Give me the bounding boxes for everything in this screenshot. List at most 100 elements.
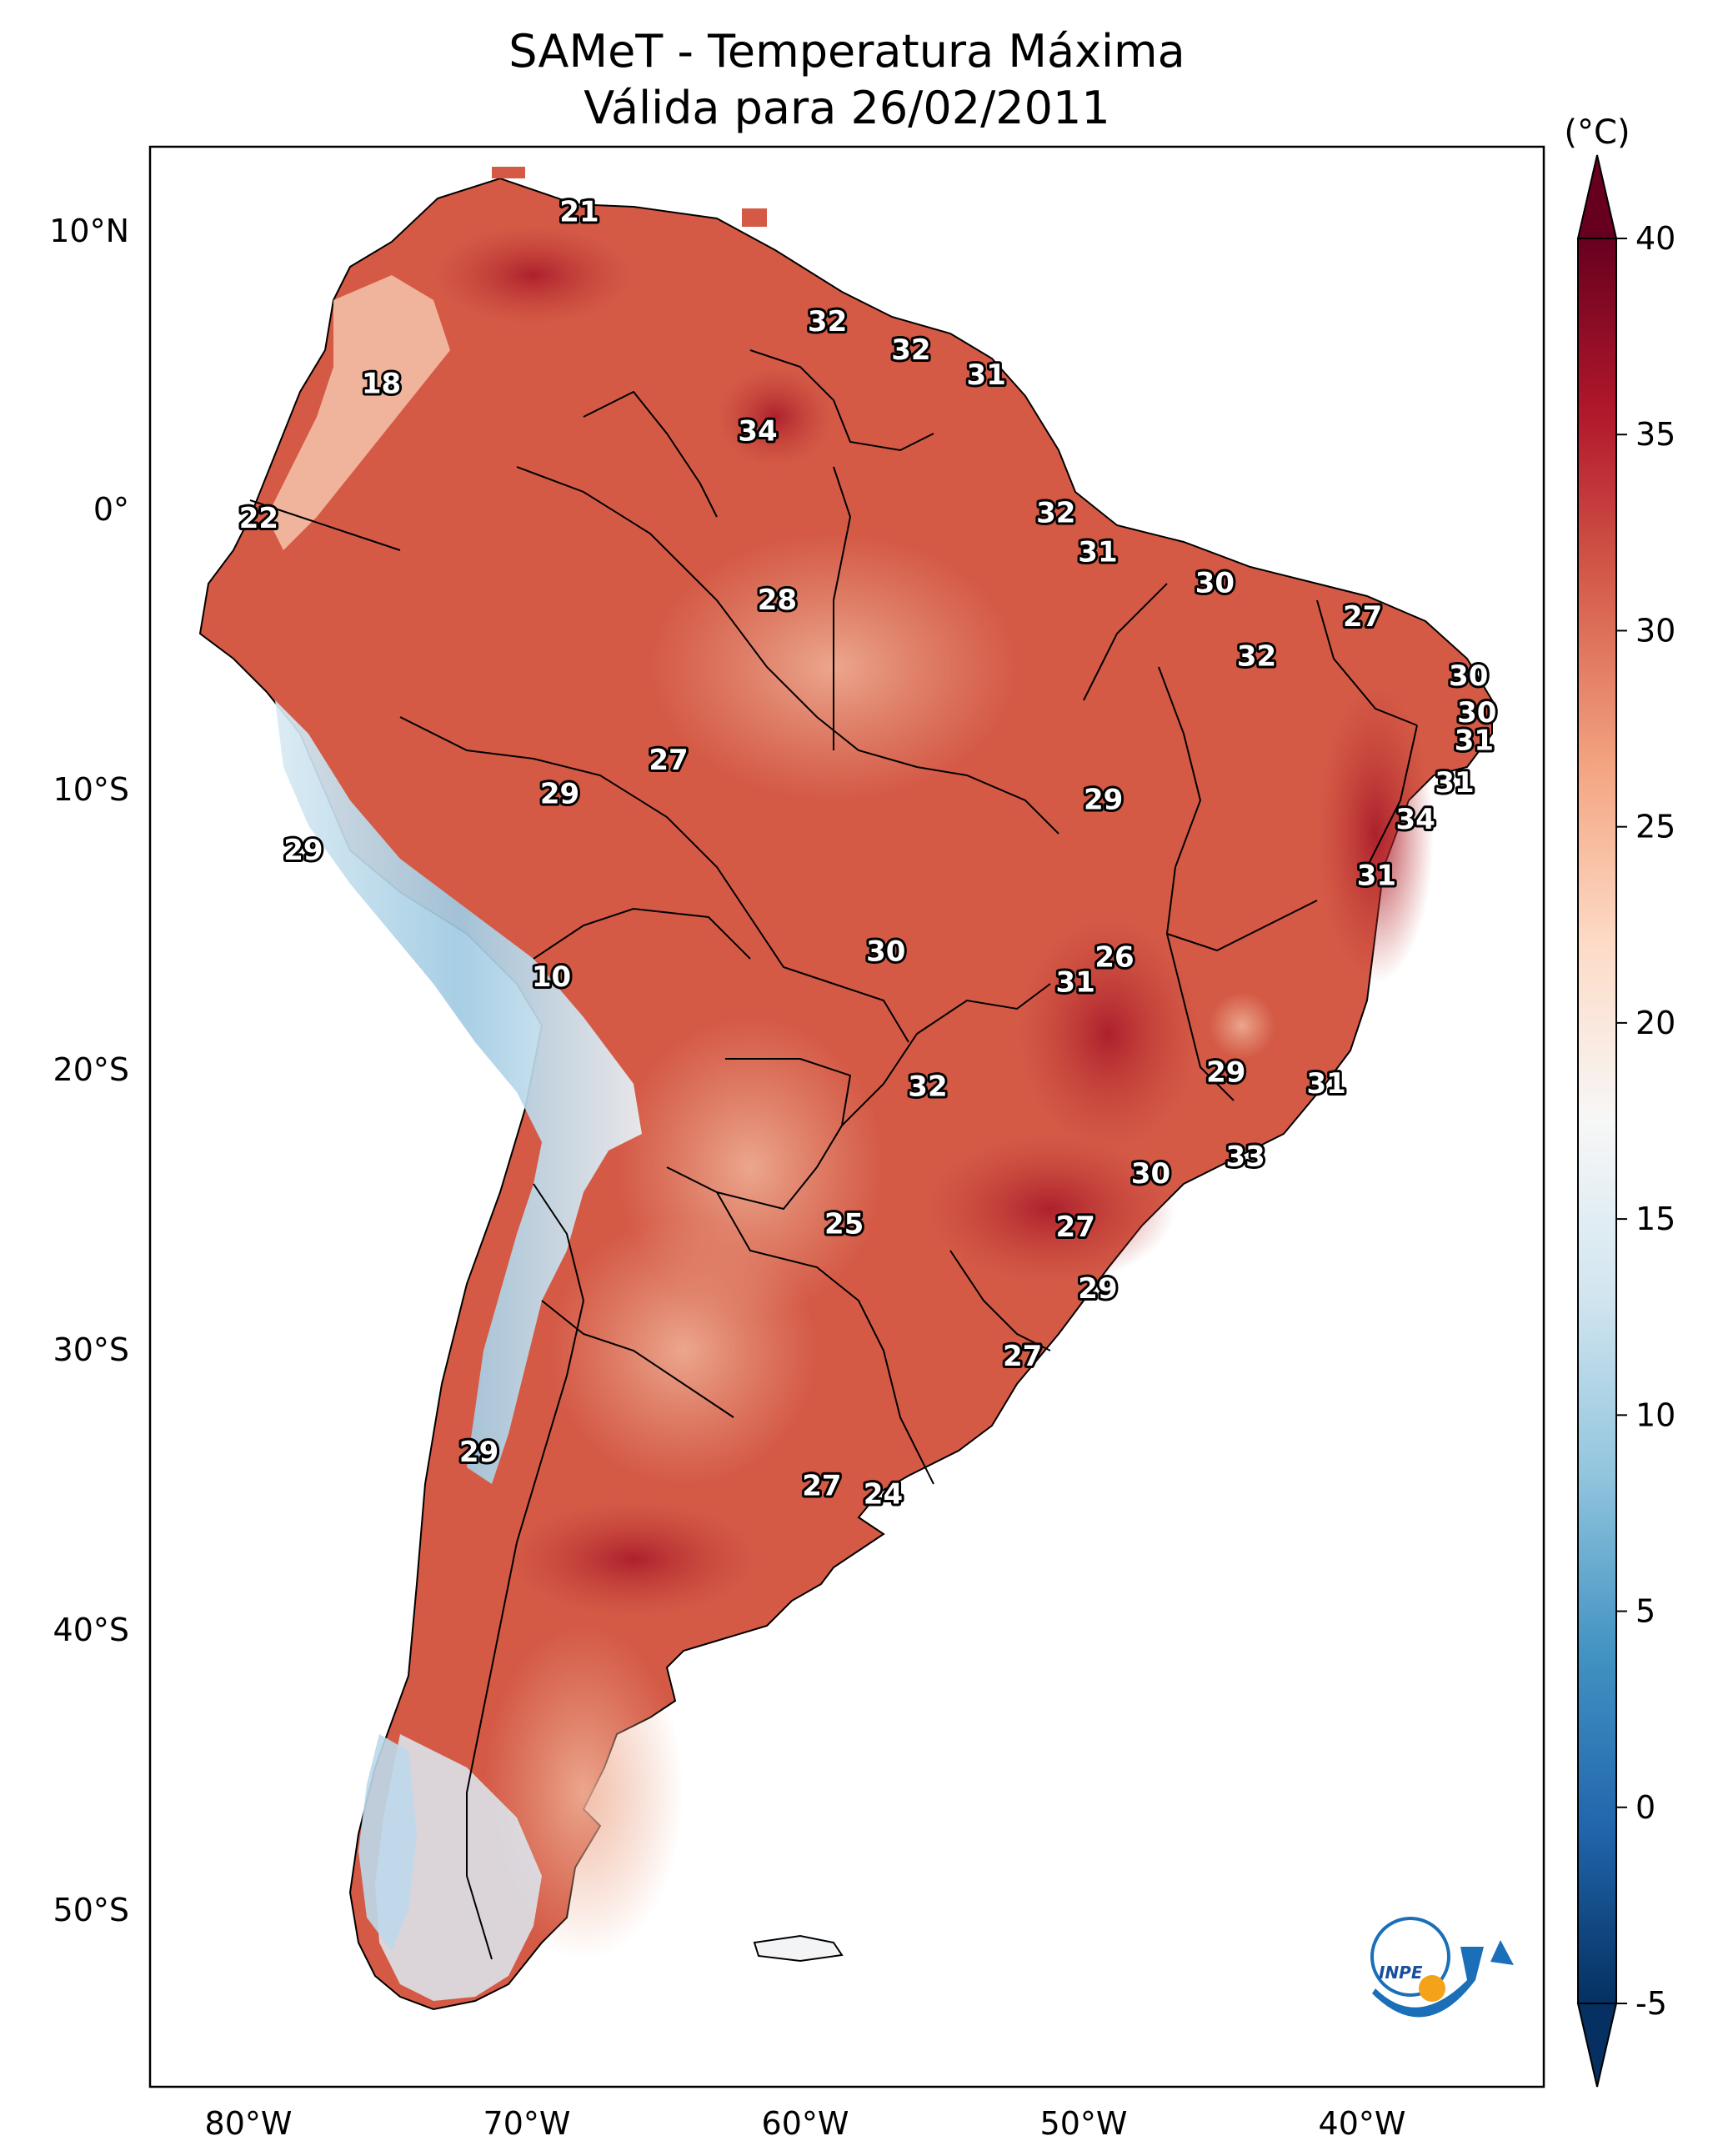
- colorbar-bar: [1577, 238, 1617, 2004]
- city-temperature-label: 30: [1131, 1157, 1170, 1191]
- colorbar-tick-label: 35: [1635, 416, 1675, 453]
- city-temperature-label: 25: [824, 1208, 864, 1241]
- land-layer: [198, 167, 1493, 2011]
- lon-label: 80°W: [205, 2105, 293, 2142]
- hot-zone: [925, 1134, 1175, 1284]
- hot-zone: [1017, 917, 1200, 1151]
- lat-label: 10°S: [53, 771, 129, 808]
- lat-label: 20°S: [53, 1051, 129, 1088]
- border: [466, 1183, 585, 1960]
- border: [716, 1191, 934, 1485]
- city-temperature-label: 32: [891, 333, 930, 367]
- inpe-logo: INPE: [1370, 1917, 1514, 2018]
- city-temperature-label: 30: [1195, 567, 1235, 600]
- border: [541, 1300, 734, 1418]
- border: [1166, 933, 1235, 1101]
- warm-zone: [550, 1217, 817, 1484]
- title-line-1: SAMeT - Temperatura Máxima: [508, 25, 1185, 78]
- city-temperature-label: 18: [362, 367, 401, 400]
- lat-label: 40°S: [53, 1612, 129, 1648]
- city-temperature-label: 29: [459, 1436, 498, 1469]
- border: [1316, 599, 1418, 726]
- island: [492, 167, 525, 178]
- colorbar-min-arrow: [1576, 2003, 1618, 2088]
- city-temperature-label: 31: [1307, 1067, 1346, 1101]
- city-temperature-label: 31: [1357, 859, 1396, 892]
- colorbar-tick-label: 10: [1635, 1396, 1675, 1433]
- city-temperature-label: 29: [1084, 783, 1123, 816]
- border: [583, 390, 718, 518]
- lat-label: 50°S: [53, 1892, 129, 1928]
- hot-zone: [717, 367, 834, 467]
- logo-dot: [1419, 1975, 1445, 2002]
- border: [833, 466, 852, 750]
- border: [949, 1250, 1051, 1351]
- lat-label: 30°S: [53, 1331, 129, 1368]
- city-temperature-label: 27: [649, 744, 688, 777]
- colorbar-tick-label: 25: [1635, 809, 1675, 845]
- colorbar-unit: (°C): [1564, 113, 1630, 152]
- logo-arrow-icon: [1490, 1940, 1514, 1965]
- border: [666, 1058, 852, 1211]
- city-temperature-label: 31: [1056, 966, 1095, 1000]
- lat-label: 0°: [93, 491, 129, 528]
- city-temperature-label: 28: [758, 584, 797, 617]
- city-temperature-label: 32: [808, 305, 847, 338]
- city-temperature-label: 31: [1435, 766, 1474, 800]
- city-temperature-label: 29: [1206, 1056, 1245, 1090]
- colorbar-tick-label: 30: [1635, 612, 1675, 649]
- city-temperature-label: 27: [1003, 1340, 1042, 1373]
- lon-label: 70°W: [483, 2105, 571, 2142]
- city-temperature-label: 27: [1056, 1211, 1095, 1244]
- city-temperature-label: 31: [967, 358, 1006, 392]
- colorbar-ticks: 40 35 30 25 20 15 10 5 0 -5: [1616, 220, 1675, 2022]
- border: [516, 466, 1059, 835]
- lon-label: 60°W: [762, 2105, 849, 2142]
- city-temperature-label: 29: [540, 778, 579, 811]
- hot-zone: [508, 1501, 759, 1617]
- colorbar-max-arrow: [1576, 154, 1618, 239]
- hot-zone: [433, 225, 634, 325]
- city-temperature-label: 30: [1449, 659, 1488, 693]
- colorbar-tick-label: 5: [1635, 1593, 1655, 1630]
- southern-chile-coast: [358, 1734, 417, 1951]
- lat-label: 10°N: [49, 213, 129, 249]
- border: [1158, 666, 1318, 952]
- city-temperature-label: 26: [1094, 940, 1134, 974]
- city-temperature-label: 34: [738, 415, 777, 449]
- city-temperature-label: 22: [239, 502, 278, 535]
- city-temperature-label: 10: [532, 960, 571, 994]
- border: [841, 983, 1051, 1126]
- colorbar-tick-label: 15: [1635, 1201, 1675, 1237]
- city-temperature-label: 30: [1457, 696, 1496, 730]
- colorbar-tick-label: 0: [1635, 1789, 1655, 1826]
- city-temperature-label: 27: [1343, 600, 1382, 634]
- city-temperature-label: 32: [1036, 496, 1075, 529]
- longitude-labels: 80°W 70°W 60°W 50°W 40°W: [205, 2105, 1406, 2142]
- city-temperature-label: 31: [1078, 536, 1117, 569]
- city-temperature-label: 29: [283, 834, 323, 867]
- border: [749, 349, 934, 452]
- colorbar: (°C) 40 35 30 25 20 15 10 5 0 -5: [1564, 113, 1675, 2088]
- city-temperature-label: 30: [866, 935, 905, 969]
- island: [742, 208, 767, 227]
- falkland-islands: [753, 1934, 844, 1963]
- colorbar-tick-label: 40: [1635, 220, 1675, 257]
- colorbar-tick-label: -5: [1635, 1985, 1667, 2022]
- border: [399, 716, 909, 1043]
- hot-zone: [1317, 684, 1434, 984]
- colorbar-tick-label: 20: [1635, 1005, 1675, 1041]
- city-temperature-label: 27: [802, 1469, 841, 1502]
- map-panel: [148, 145, 1545, 2088]
- warm-zone: [1209, 992, 1275, 1059]
- city-temperature-label: 32: [1237, 639, 1276, 673]
- city-temperature-label: 24: [864, 1477, 903, 1511]
- border: [533, 907, 751, 960]
- patagonia-cold-zone: [375, 1734, 542, 2001]
- country-borders: [249, 349, 1418, 1960]
- map-frame: [148, 145, 1545, 2088]
- city-temperature-label: 29: [1078, 1272, 1117, 1306]
- logo-text: INPE: [1379, 1963, 1423, 1983]
